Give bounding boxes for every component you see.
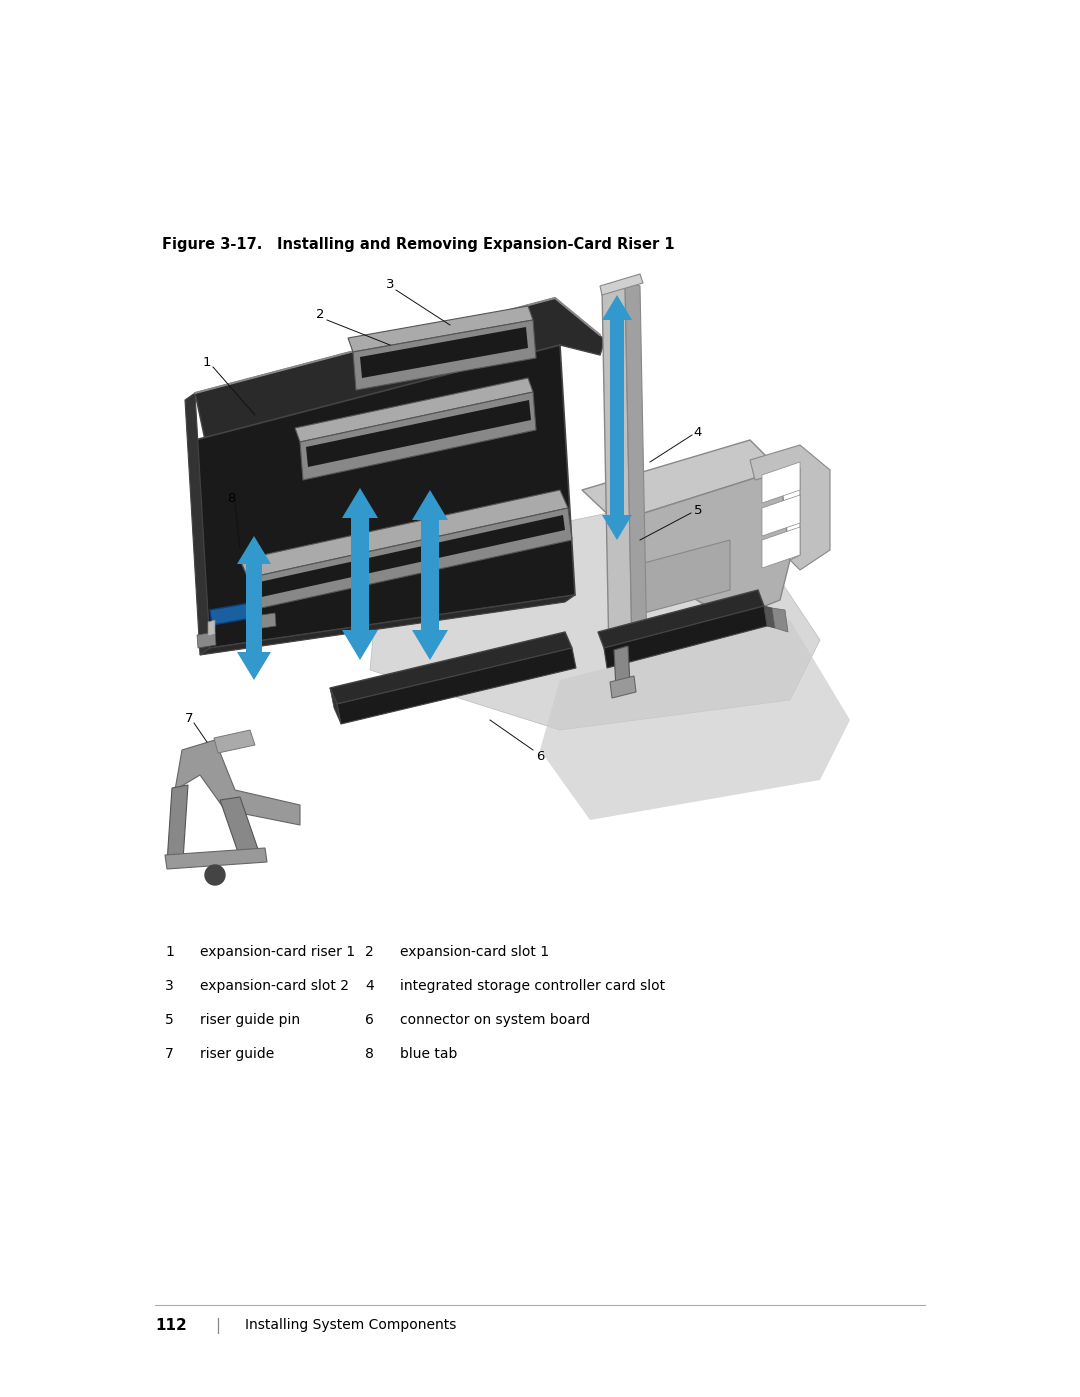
Polygon shape (248, 509, 572, 610)
Polygon shape (750, 446, 831, 570)
Polygon shape (255, 515, 565, 598)
Text: integrated storage controller card slot: integrated storage controller card slot (400, 979, 665, 993)
Polygon shape (214, 731, 255, 753)
Text: expansion-card slot 1: expansion-card slot 1 (400, 944, 549, 958)
Text: riser guide: riser guide (200, 1046, 274, 1060)
Text: 4: 4 (365, 979, 374, 993)
Polygon shape (598, 590, 764, 648)
Polygon shape (255, 613, 276, 629)
Polygon shape (220, 798, 260, 858)
Polygon shape (165, 848, 267, 869)
Text: 4: 4 (693, 426, 702, 439)
Text: 2: 2 (315, 309, 324, 321)
Polygon shape (600, 274, 643, 295)
Text: 5: 5 (693, 503, 702, 517)
Polygon shape (602, 279, 632, 658)
Polygon shape (351, 518, 369, 630)
Polygon shape (764, 606, 775, 629)
Polygon shape (604, 606, 767, 668)
Text: 6: 6 (365, 1013, 374, 1027)
Polygon shape (602, 515, 632, 541)
Polygon shape (210, 604, 252, 624)
Polygon shape (353, 320, 536, 390)
Polygon shape (306, 400, 531, 467)
Polygon shape (330, 687, 341, 724)
Polygon shape (200, 595, 575, 655)
Polygon shape (337, 648, 576, 724)
Polygon shape (342, 630, 378, 659)
Polygon shape (615, 645, 630, 689)
Polygon shape (185, 393, 210, 655)
Circle shape (205, 865, 225, 886)
Polygon shape (240, 490, 568, 578)
Text: 2: 2 (365, 944, 374, 958)
Polygon shape (602, 295, 632, 320)
Polygon shape (237, 652, 271, 680)
Polygon shape (197, 631, 216, 648)
Polygon shape (411, 490, 448, 520)
Polygon shape (330, 631, 572, 704)
Polygon shape (421, 520, 438, 630)
Text: connector on system board: connector on system board (400, 1013, 591, 1027)
Text: 6: 6 (536, 750, 544, 763)
Polygon shape (167, 785, 188, 863)
Text: Installing System Components: Installing System Components (245, 1317, 457, 1331)
Polygon shape (208, 620, 215, 636)
Polygon shape (610, 320, 624, 515)
Polygon shape (616, 469, 789, 620)
Polygon shape (237, 536, 271, 564)
Polygon shape (411, 630, 448, 659)
Text: expansion-card riser 1: expansion-card riser 1 (200, 944, 355, 958)
Text: blue tab: blue tab (400, 1046, 457, 1060)
Text: |: | (215, 1317, 220, 1334)
Text: Figure 3-17.: Figure 3-17. (162, 237, 262, 251)
Polygon shape (175, 740, 300, 826)
Polygon shape (625, 279, 647, 657)
Polygon shape (762, 495, 800, 536)
Polygon shape (300, 393, 536, 481)
Polygon shape (540, 620, 850, 820)
Polygon shape (762, 462, 800, 503)
Polygon shape (772, 608, 788, 631)
Polygon shape (195, 345, 575, 648)
Polygon shape (618, 541, 730, 620)
Text: 1: 1 (165, 944, 174, 958)
Text: 1: 1 (203, 355, 212, 369)
Text: 3: 3 (386, 278, 394, 291)
Polygon shape (370, 490, 820, 731)
Text: riser guide pin: riser guide pin (200, 1013, 300, 1027)
Text: expansion-card slot 2: expansion-card slot 2 (200, 979, 349, 993)
Text: 7: 7 (165, 1046, 174, 1060)
Text: 3: 3 (165, 979, 174, 993)
Text: 112: 112 (156, 1317, 187, 1333)
Text: 8: 8 (365, 1046, 374, 1060)
Text: Installing and Removing Expansion-Card Riser 1: Installing and Removing Expansion-Card R… (276, 237, 675, 251)
Polygon shape (360, 327, 528, 379)
Text: 7: 7 (185, 711, 193, 725)
Polygon shape (610, 676, 636, 698)
Text: 5: 5 (165, 1013, 174, 1027)
Polygon shape (246, 564, 262, 652)
Polygon shape (295, 379, 534, 441)
Polygon shape (195, 298, 605, 440)
Polygon shape (342, 488, 378, 518)
Polygon shape (348, 306, 534, 352)
Text: 8: 8 (227, 493, 235, 506)
Polygon shape (762, 527, 800, 569)
Polygon shape (582, 440, 780, 522)
